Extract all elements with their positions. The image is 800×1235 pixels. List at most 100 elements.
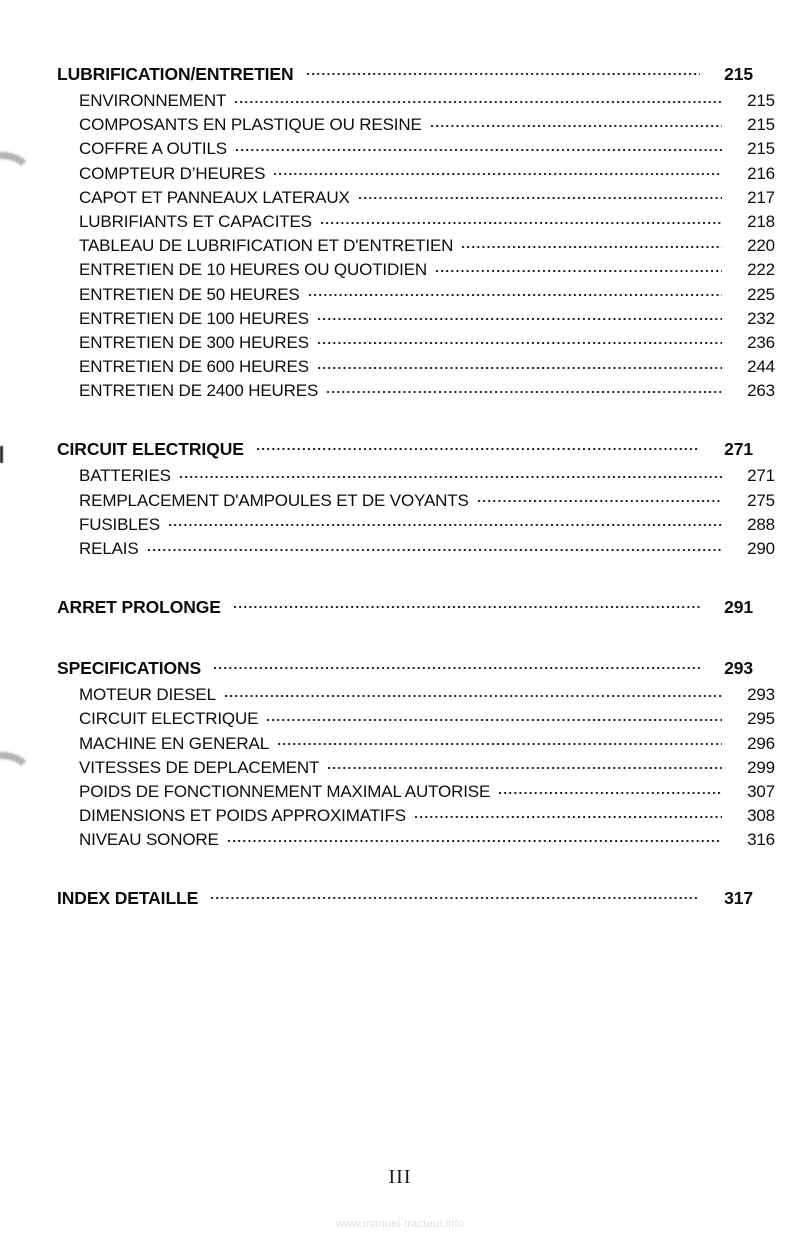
toc-group: LUBRIFICATION/ENTRETIEN 215 ENVIRONNEMENT 2…: [57, 62, 775, 403]
dot-leader: [430, 113, 722, 130]
toc-entry-page-number: 232: [747, 308, 775, 328]
toc-entry-page-number: 290: [747, 539, 775, 558]
toc-entry[interactable]: COMPTEUR D’HEURES 216: [57, 162, 775, 186]
toc-entry-label: REMPLACEMENT D'AMPOULES ET DE VOYANTS: [79, 490, 469, 510]
toc-entry[interactable]: MACHINE EN GENERAL 296: [57, 732, 775, 756]
toc-entry-label: TABLEAU DE LUBRIFICATION ET D'ENTRETIEN: [79, 236, 454, 256]
toc-entry-page-number: 291: [724, 596, 753, 617]
toc-entry-label: ENTRETIEN DE 2400 HEURES: [79, 381, 319, 401]
toc-entry-page-number: 215: [747, 139, 775, 159]
toc-entry[interactable]: COFFRE A OUTILS 215: [57, 137, 775, 161]
dot-leader: [169, 513, 722, 530]
toc-entry-label: MOTEUR DIESEL: [79, 685, 216, 705]
toc-entry-page-number: 308: [747, 806, 775, 826]
toc-entry-page-number: 295: [747, 709, 775, 729]
toc-entry-label: ENVIRONNEMENT: [79, 91, 227, 110]
toc-entry-page-number: 293: [724, 657, 753, 678]
toc-entry[interactable]: VITESSES DE DEPLACEMENT 299: [57, 756, 775, 780]
toc-entry[interactable]: CIRCUIT ELECTRIQUE 295: [57, 707, 775, 731]
toc-entry-label: ENTRETIEN DE 10 HEURES OU QUOTIDIEN: [79, 260, 428, 280]
dot-leader: [317, 307, 722, 324]
toc-entry-label: DIMENSIONS ET POIDS APPROXIMATIFS: [79, 806, 406, 826]
toc-entry[interactable]: ENTRETIEN DE 10 HEURES OU QUOTIDIEN 222: [57, 258, 775, 282]
toc-entry-page-number: 215: [724, 63, 753, 84]
dot-leader: [499, 780, 722, 797]
toc-group: CIRCUIT ELECTRIQUE 271 BATTERIES 271 REMPLAC…: [57, 437, 775, 561]
dot-leader: [327, 379, 722, 396]
toc-entry-label: CAPOT ET PANNEAUX LATERAUX: [79, 187, 350, 207]
toc-entry-page-number: 293: [747, 685, 775, 705]
scan-artifact-top: [0, 149, 35, 202]
toc-group: SPECIFICATIONS 293 MOTEUR DIESEL 293 CIRCUIT…: [57, 656, 775, 852]
toc-section-heading[interactable]: LUBRIFICATION/ENTRETIEN 215: [57, 62, 753, 89]
toc-entry[interactable]: ENTRETIEN DE 2400 HEURES 263: [57, 379, 775, 403]
toc-entry-page-number: 263: [747, 381, 775, 401]
toc-entry-page-number: 220: [747, 236, 775, 256]
toc-entry-page-number: 244: [747, 357, 775, 377]
toc-entry-label: COFFRE A OUTILS: [79, 139, 227, 159]
toc-entry[interactable]: REMPLACEMENT D'AMPOULES ET DE VOYANTS 275: [57, 489, 775, 513]
toc-entry-page-number: 216: [747, 163, 775, 183]
dot-leader: [462, 234, 722, 251]
toc-entry[interactable]: COMPOSANTS EN PLASTIQUE OU RESINE 215: [57, 113, 775, 137]
dot-leader: [179, 464, 722, 481]
toc-section-heading[interactable]: INDEX DETAILLE 317: [57, 887, 753, 914]
toc-entry-label: ENTRETIEN DE 100 HEURES: [79, 308, 309, 328]
toc-entry-label: VITESSES DE DEPLACEMENT: [79, 757, 320, 777]
toc-entry[interactable]: ENVIRONNEMENT 215: [57, 89, 775, 113]
dot-leader: [233, 595, 700, 613]
toc-entry[interactable]: BATTERIES 271: [57, 464, 775, 488]
toc-entry-page-number: 215: [747, 115, 775, 135]
toc-entry-label: CIRCUIT ELECTRIQUE: [79, 709, 259, 729]
toc-entry-page-number: 275: [747, 490, 775, 510]
toc-entry-label: ENTRETIEN DE 50 HEURES: [79, 284, 300, 304]
toc-section-heading[interactable]: CIRCUIT ELECTRIQUE 271: [57, 437, 753, 464]
toc-entry-label: POIDS DE FONCTIONNEMENT MAXIMAL AUTORISE: [79, 781, 491, 801]
toc-entry[interactable]: ENTRETIEN DE 300 HEURES 236: [57, 331, 775, 355]
toc-entry-label: ARRET PROLONGE: [57, 596, 221, 617]
toc-entry-label: ENTRETIEN DE 300 HEURES: [79, 332, 309, 352]
toc-entry[interactable]: ENTRETIEN DE 600 HEURES 244: [57, 355, 775, 379]
toc-entry-label: ENTRETIEN DE 600 HEURES: [79, 357, 309, 377]
toc-entry-label: FUSIBLES: [79, 514, 160, 534]
toc-entry[interactable]: RELAIS 290: [57, 537, 775, 561]
toc-entry-page-number: 316: [747, 830, 775, 850]
toc-entry-page-number: 271: [724, 438, 753, 459]
toc-entry-label: RELAIS: [79, 539, 139, 558]
toc-entry-label: BATTERIES: [79, 466, 171, 486]
scan-artifact-bottom: [0, 749, 35, 802]
page-folio: III: [388, 1166, 412, 1188]
toc-entry[interactable]: FUSIBLES 288: [57, 513, 775, 537]
toc-entry[interactable]: NIVEAU SONORE 316: [57, 828, 775, 852]
toc-group: INDEX DETAILLE 317: [57, 887, 753, 914]
toc-entry[interactable]: LUBRIFIANTS ET CAPACITES 218: [57, 210, 775, 234]
dot-leader: [308, 283, 722, 300]
toc-entry-label: INDEX DETAILLE: [57, 888, 199, 908]
dot-leader: [328, 756, 722, 773]
toc-entry[interactable]: CAPOT ET PANNEAUX LATERAUX 217: [57, 186, 775, 210]
dot-leader: [414, 804, 722, 821]
toc-group: ARRET PROLONGE 291: [57, 595, 753, 622]
toc-entry[interactable]: TABLEAU DE LUBRIFICATION ET D'ENTRETIEN 2…: [57, 234, 775, 258]
dot-leader: [436, 258, 722, 275]
table-of-contents: LUBRIFICATION/ENTRETIEN 215 ENVIRONNEMENT 2…: [57, 62, 775, 914]
toc-entry-label: LUBRIFICATION/ENTRETIEN: [57, 63, 294, 84]
toc-entry-label: CIRCUIT ELECTRIQUE: [57, 438, 244, 459]
toc-section-heading[interactable]: SPECIFICATIONS 293: [57, 656, 753, 683]
dot-leader: [358, 186, 722, 203]
toc-entry[interactable]: DIMENSIONS ET POIDS APPROXIMATIFS 308: [57, 804, 775, 828]
dot-leader: [267, 707, 722, 724]
toc-section-heading[interactable]: ARRET PROLONGE 291: [57, 595, 753, 622]
toc-entry[interactable]: ENTRETIEN DE 50 HEURES 225: [57, 283, 775, 307]
toc-entry[interactable]: POIDS DE FONCTIONNEMENT MAXIMAL AUTORISE…: [57, 780, 775, 804]
dot-leader: [211, 887, 700, 905]
toc-entry-label: SPECIFICATIONS: [57, 657, 202, 678]
toc-entry-label: NIVEAU SONORE: [79, 830, 219, 850]
dot-leader: [278, 732, 722, 749]
toc-entry[interactable]: ENTRETIEN DE 100 HEURES 232: [57, 307, 775, 331]
scan-artifact-speck: [0, 446, 3, 463]
dot-leader: [306, 62, 700, 80]
dot-leader: [320, 210, 722, 227]
toc-entry[interactable]: MOTEUR DIESEL 293: [57, 683, 775, 707]
toc-entry-label: LUBRIFIANTS ET CAPACITES: [79, 211, 312, 231]
